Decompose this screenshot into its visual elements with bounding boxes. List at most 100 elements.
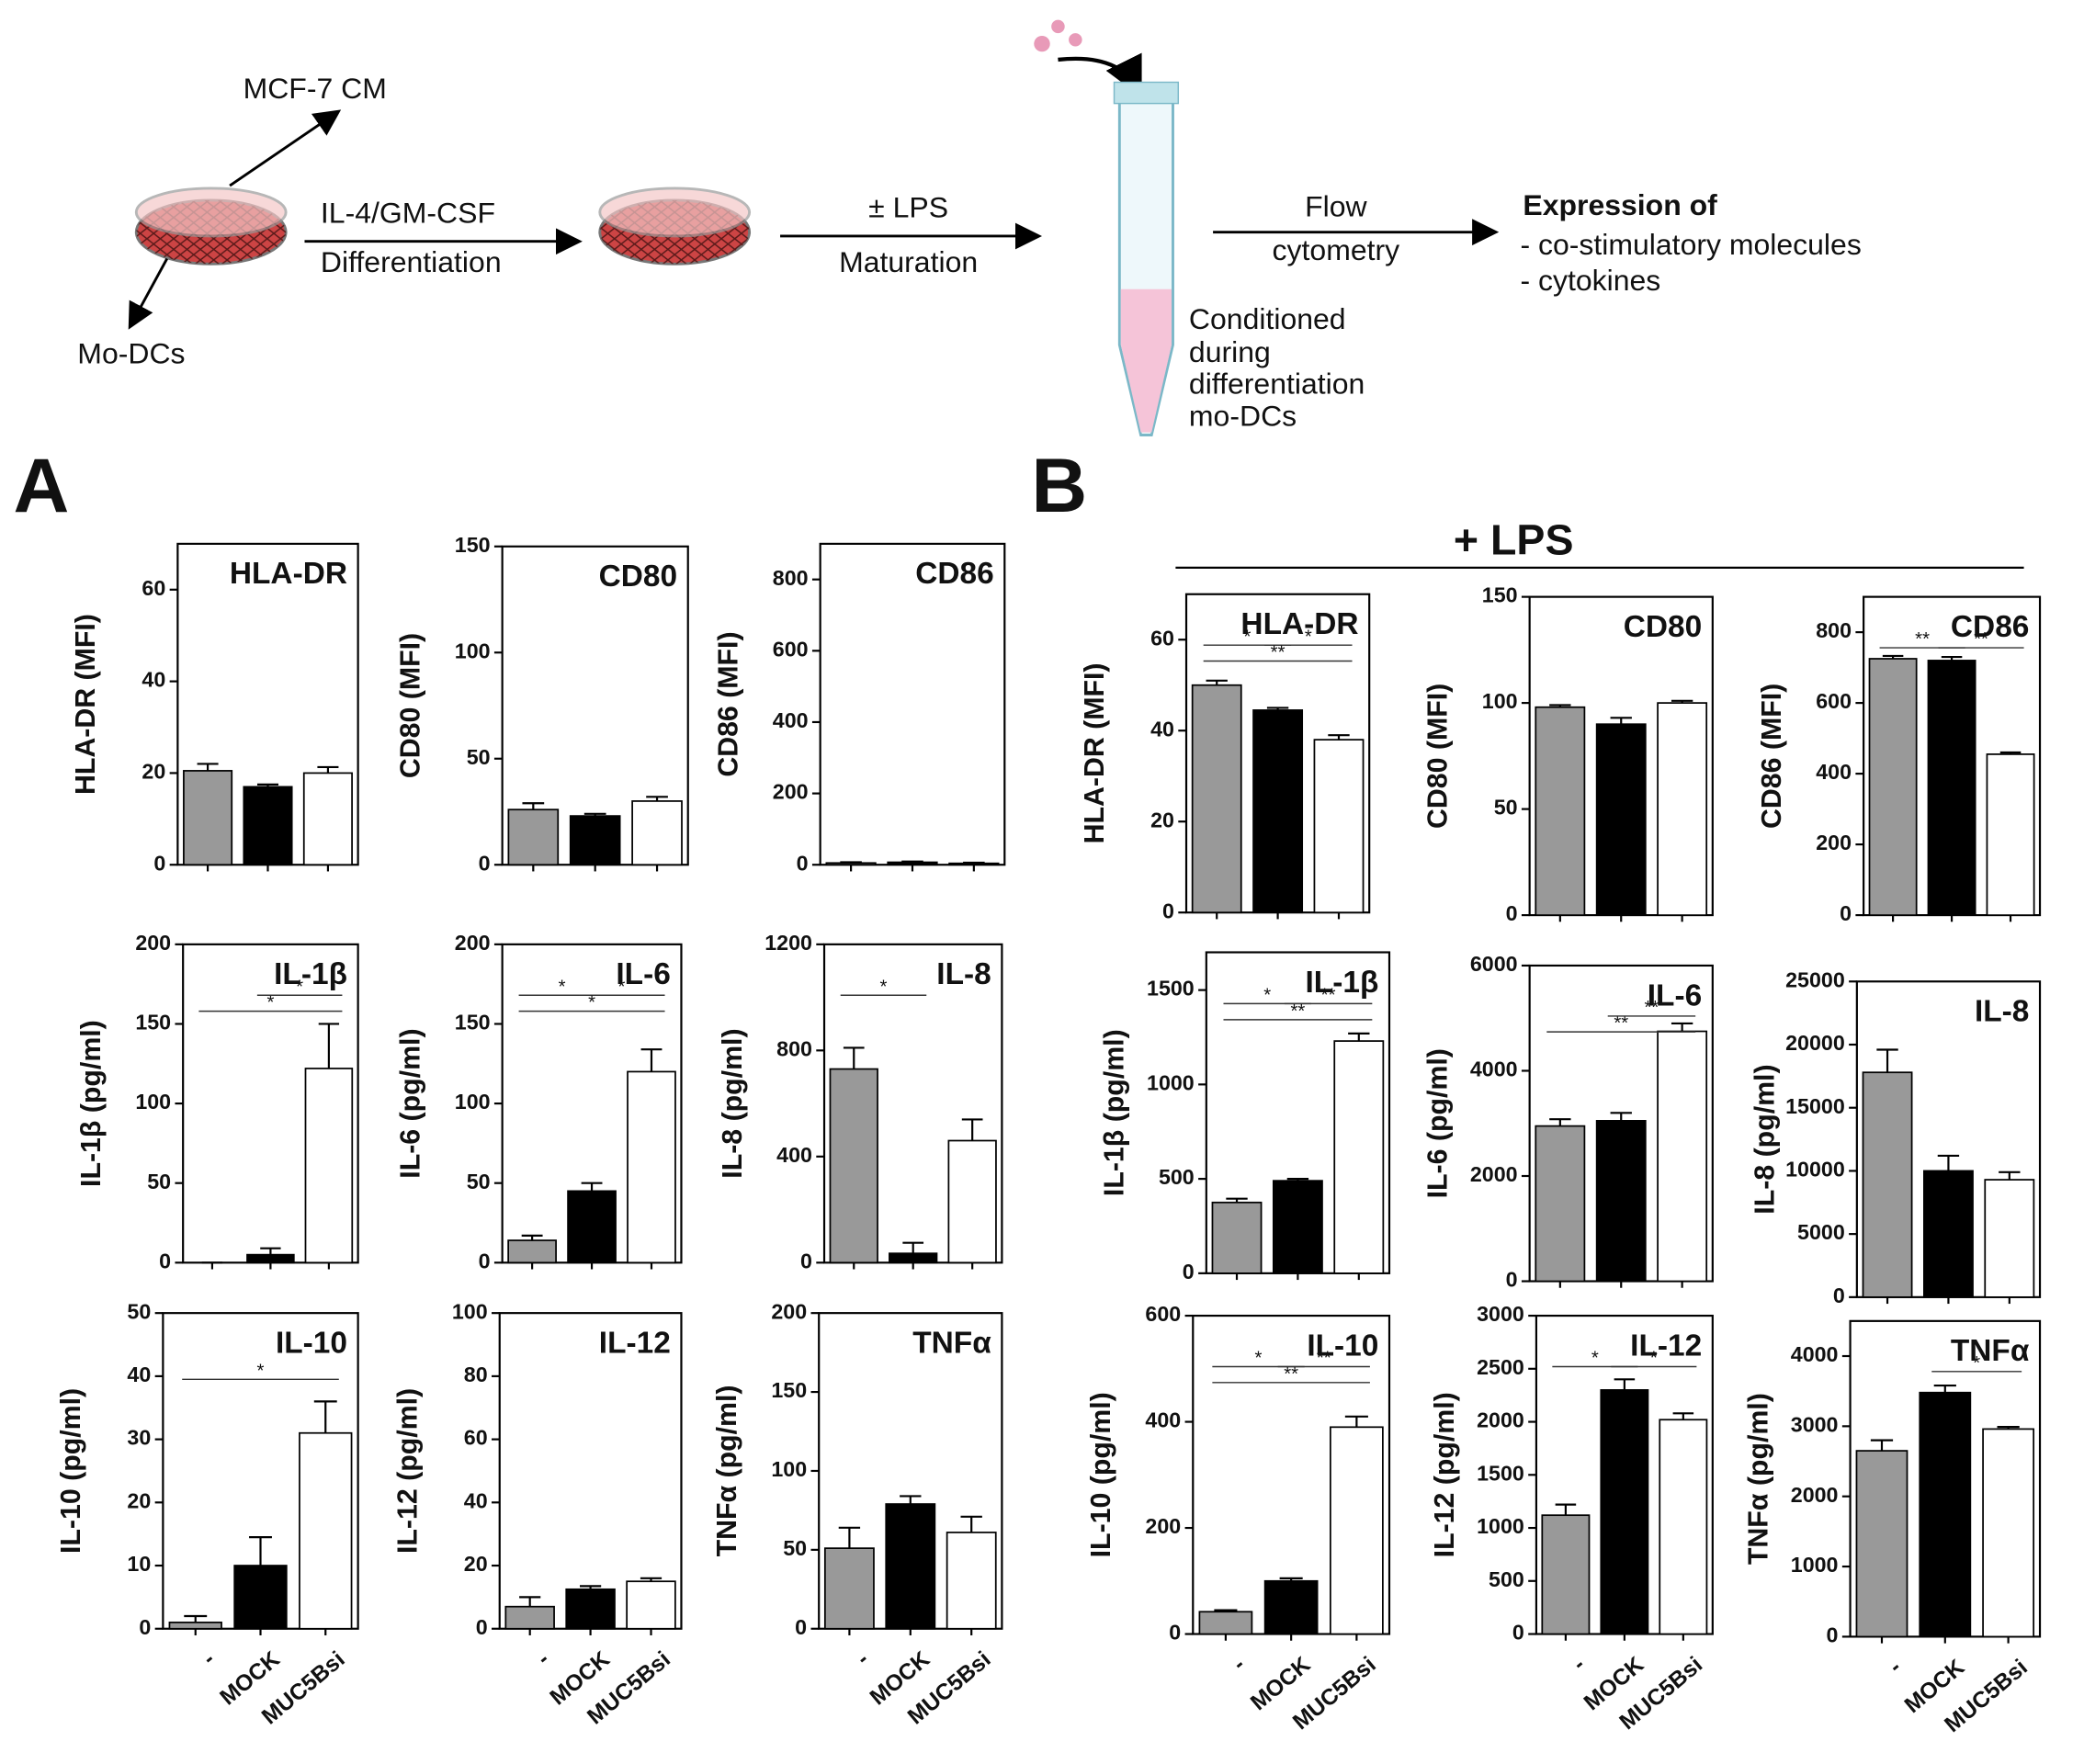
- y-tick-label: 25000: [1785, 967, 1845, 991]
- y-tick-label: 0: [159, 1249, 171, 1272]
- y-tick-label: 50: [147, 1170, 171, 1193]
- significance-label: **: [1290, 1001, 1305, 1022]
- bar: [1330, 1426, 1384, 1635]
- y-axis-label: IL-1β (pg/ml): [75, 1020, 107, 1187]
- y-axis-label: HLA-DR (MFI): [1079, 663, 1110, 844]
- y-axis-label: IL-10 (pg/ml): [1085, 1392, 1116, 1557]
- y-tick-label: 0: [1506, 1268, 1518, 1292]
- x-tick-label: -: [198, 1647, 220, 1671]
- y-tick-label: 800: [776, 1037, 812, 1061]
- y-tick-label: 3000: [1477, 1302, 1524, 1326]
- y-tick-label: 500: [1159, 1165, 1195, 1189]
- dish-top: [134, 187, 288, 238]
- y-tick-label: 40: [142, 668, 165, 692]
- y-axis-label: TNFα (pg/ml): [1742, 1393, 1773, 1565]
- bar: [243, 786, 293, 866]
- drop: [1034, 35, 1050, 52]
- bar: [627, 1070, 676, 1264]
- bar: [1868, 658, 1918, 916]
- bar: [567, 1190, 617, 1264]
- y-tick-label: 0: [1506, 901, 1518, 925]
- bar: [302, 772, 353, 866]
- significance-label: **: [1614, 1013, 1628, 1034]
- y-tick-label: 50: [783, 1536, 807, 1560]
- tube-cap: [1113, 81, 1180, 105]
- bar: [823, 1547, 875, 1630]
- y-tick-label: 0: [479, 1249, 491, 1272]
- y-tick-label: 0: [476, 1615, 488, 1639]
- panel-letter: A: [14, 443, 70, 529]
- bar: [1211, 1201, 1263, 1274]
- y-axis-label: HLA-DR (MFI): [70, 614, 101, 795]
- plot-frame: [819, 542, 1006, 866]
- y-tick-label: 400: [773, 708, 809, 732]
- y-tick-label: 1200: [765, 931, 812, 955]
- chart: 0 5000 10000 15000 20000 25000 IL-8 (pg/ml) IL-…: [1750, 967, 2042, 1307]
- y-tick-label: 200: [1145, 1514, 1181, 1538]
- y-tick-label: 150: [135, 1011, 171, 1035]
- bar: [1595, 1120, 1647, 1283]
- bar: [1198, 1611, 1253, 1635]
- label: Maturation: [839, 245, 978, 278]
- y-tick-label: 2500: [1477, 1355, 1524, 1379]
- bar: [565, 1588, 616, 1630]
- y-tick-label: 20: [464, 1552, 488, 1576]
- y-axis-label: IL-6 (pg/ml): [394, 1028, 425, 1178]
- arrow: [229, 109, 342, 187]
- chart: 0 50 100 150 200 IL-1β (pg/ml) IL-1β* *: [75, 931, 359, 1272]
- significance-label: *: [1591, 1349, 1599, 1369]
- y-tick-label: 1500: [1477, 1461, 1524, 1485]
- y-tick-label: 0: [139, 1615, 151, 1639]
- y-axis-label: IL-8 (pg/ml): [1750, 1064, 1781, 1214]
- bar: [885, 1503, 936, 1630]
- bar: [946, 1532, 997, 1630]
- x-tick-label: -: [1229, 1652, 1251, 1676]
- chart-title: IL-1β: [274, 957, 347, 991]
- bar: [1984, 1179, 2035, 1298]
- y-axis-label: IL-6 (pg/ml): [1421, 1048, 1453, 1198]
- chart: 0 50 100 150 CD80 (MFI) CD80: [394, 533, 689, 875]
- y-axis-label: IL-8 (pg/ml): [717, 1028, 748, 1178]
- y-tick-label: 60: [142, 576, 165, 600]
- significance-label: *: [1255, 1349, 1263, 1369]
- chart-title: CD86: [915, 557, 993, 591]
- chart-title: IL-6: [616, 957, 670, 991]
- significance-label: *: [266, 993, 274, 1013]
- bar: [889, 1252, 938, 1264]
- label: Flow: [1305, 189, 1367, 222]
- y-tick-label: 5000: [1797, 1220, 1845, 1244]
- y-tick-label: 0: [1169, 1621, 1181, 1645]
- y-tick-label: 0: [479, 851, 491, 875]
- y-tick-label: 0: [800, 1249, 812, 1272]
- y-tick-label: 4000: [1470, 1057, 1518, 1081]
- dish-top: [598, 187, 752, 238]
- chart-title: IL-12: [1630, 1329, 1702, 1363]
- y-tick-label: 800: [1816, 618, 1852, 642]
- bar: [569, 815, 621, 866]
- y-tick-label: 150: [455, 533, 491, 557]
- significance-label: *: [1973, 1353, 1980, 1374]
- bar: [829, 1068, 878, 1264]
- significance-label: **: [1645, 998, 1659, 1018]
- y-tick-label: 800: [773, 566, 809, 590]
- significance-label: **: [1284, 1364, 1298, 1385]
- y-axis-label: CD80 (MFI): [394, 633, 425, 778]
- significance-label: *: [559, 977, 566, 997]
- bar: [1923, 1170, 1974, 1298]
- significance-label: *: [257, 1361, 265, 1381]
- label: differentiation: [1189, 368, 1365, 401]
- bar: [1659, 1419, 1708, 1635]
- chart: 0 200 400 600 800 CD86 (MFI) CD86: [712, 542, 1006, 875]
- y-tick-label: 0: [795, 1615, 807, 1639]
- label: - cytokines: [1520, 264, 1660, 297]
- chart-title: TNFα: [1951, 1334, 2030, 1368]
- y-tick-label: 100: [771, 1457, 807, 1481]
- chart-title: IL-1β: [1306, 966, 1379, 1000]
- y-tick-label: 2000: [1791, 1483, 1839, 1507]
- x-tick-label: -: [852, 1647, 874, 1671]
- y-tick-label: 200: [771, 1299, 807, 1323]
